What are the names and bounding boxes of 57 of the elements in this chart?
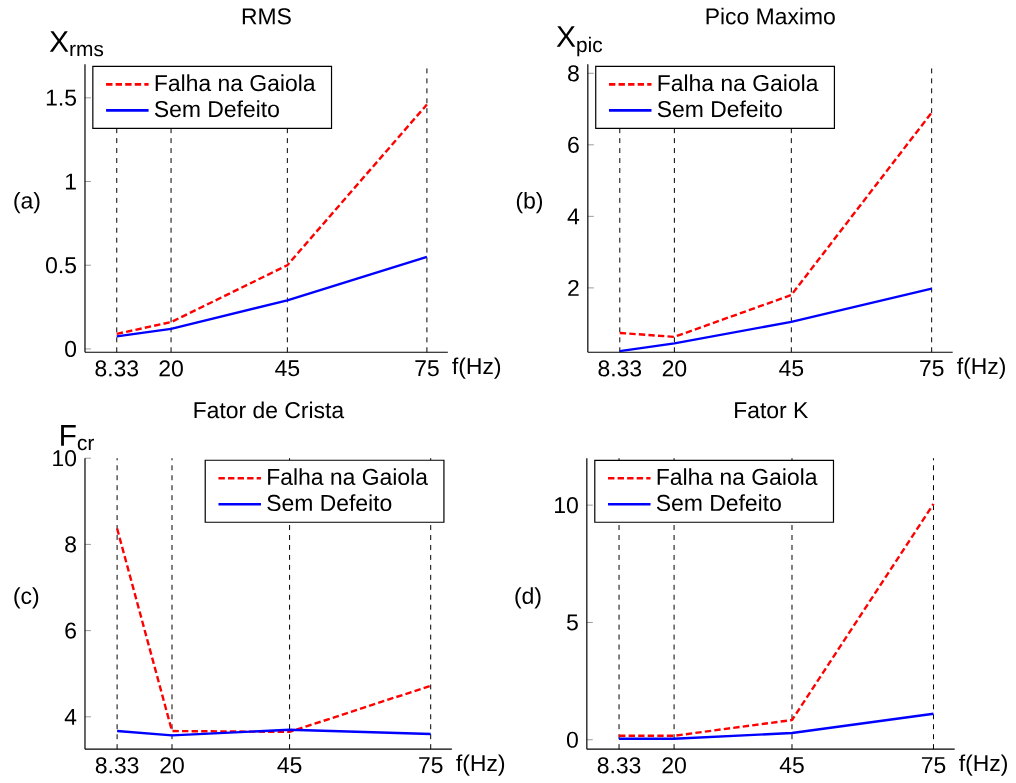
y-tick-label: 10 (555, 496, 578, 514)
y-tick-label: 10 (53, 449, 77, 467)
x-axis-title: f(Hz) (959, 754, 1007, 776)
y-tick-label: 4 (567, 208, 580, 225)
y-axis-title: X$_{pic}$ (556, 25, 603, 57)
text: (d) (515, 587, 541, 609)
x-tick-label: 45 (779, 757, 804, 773)
x-tick-label: 8.33 (95, 360, 139, 377)
y-tick-label: 0.5 (46, 256, 76, 274)
y-tick-label: 0 (65, 340, 77, 357)
x-tick-label: 75 (921, 757, 946, 773)
y-tick-label: 6 (568, 136, 579, 153)
legend-label: Sem Defeito (657, 100, 782, 117)
legend-label: Sem Defeito (267, 494, 392, 511)
chart-title: Fator K (735, 402, 809, 419)
y-tick-label: 6 (65, 622, 76, 639)
text: (b) (516, 191, 543, 214)
y-tick-label: 8 (65, 536, 76, 553)
line-series (618, 287, 933, 353)
x-tick-label: 20 (662, 360, 687, 377)
chart-title: Fator de Crista (194, 401, 345, 419)
x-axis-title: f(Hz) (452, 357, 501, 379)
y-tick-label: 1 (65, 173, 76, 190)
y-tick-label: 5 (566, 614, 578, 631)
legend-label: Falha na Gaiola (155, 74, 316, 91)
x-tick-label: 75 (920, 360, 944, 377)
x-tick-label: 45 (277, 757, 302, 773)
y-tick-label: 8 (568, 64, 579, 82)
x-tick-label: 45 (275, 360, 300, 377)
x-tick-label: 75 (415, 360, 439, 377)
x-axis-title: f(Hz) (456, 754, 505, 776)
x-tick-label: 8.33 (598, 360, 642, 377)
x-tick-label: 20 (159, 360, 183, 377)
line-series (115, 255, 429, 338)
legend-label: Falha na Gaiola (658, 74, 819, 91)
chart-title: RMS (242, 8, 291, 25)
x-tick-label: 20 (662, 756, 686, 774)
y-tick-label: 0 (566, 731, 578, 748)
x-tick-label: 75 (419, 757, 443, 773)
y-tick-label: 1.5 (46, 89, 76, 106)
x-tick-label: 8.33 (597, 756, 641, 774)
y-tick-label: 4 (64, 708, 77, 725)
text: (c) (14, 587, 39, 609)
x-tick-label: 45 (779, 360, 804, 377)
y-tick-label: 2 (568, 279, 579, 296)
x-tick-label: 8.33 (95, 756, 139, 774)
legend-label: Sem Defeito (154, 100, 279, 117)
chart-title: Pico Maximo (706, 7, 835, 25)
legend-label: Falha na Gaiola (657, 468, 818, 485)
y-axis-title: X$_{rms}$ (49, 31, 104, 57)
legend-label: Sem Defeito (656, 494, 781, 511)
legend-label: Falha na Gaiola (268, 468, 428, 485)
x-tick-label: 20 (160, 756, 184, 774)
y-axis-title: F$_{cr}$ (61, 424, 95, 451)
text: (a) (14, 191, 40, 214)
line-series (115, 527, 432, 733)
x-axis-title: f(Hz) (957, 357, 1005, 379)
